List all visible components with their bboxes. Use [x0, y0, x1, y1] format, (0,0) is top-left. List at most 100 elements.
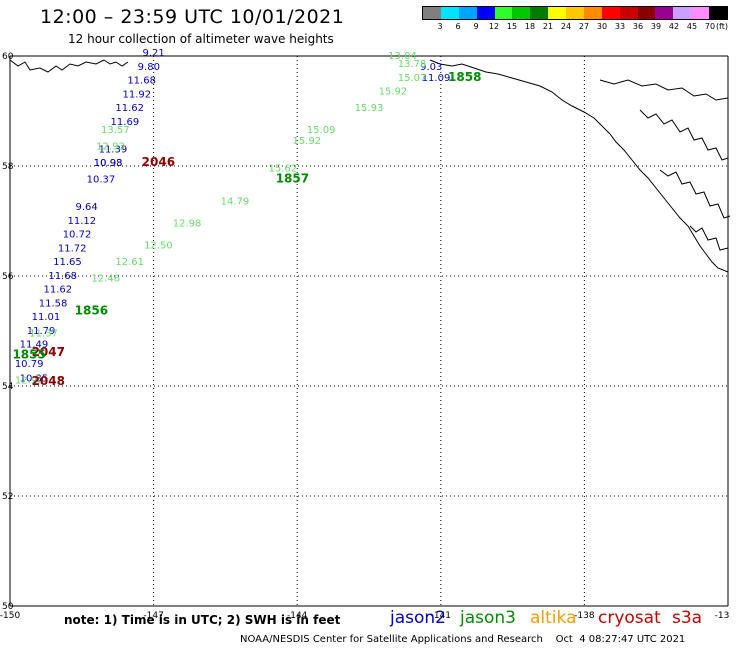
jason2-swh-reading: 10.35: [20, 374, 49, 385]
legend-swatch: [512, 7, 531, 19]
jason2-swh-reading: 10.93: [94, 158, 123, 169]
swh-readings: 9.219.8011.6811.9211.6211.6911.3910.9810…: [15, 48, 451, 386]
legend-swatch: [619, 7, 638, 19]
color-scale-bar: [422, 6, 728, 20]
legend-tick-label: 18: [524, 22, 536, 31]
legend-swatch: [566, 7, 584, 19]
jason3-swh-reading: 12.46: [91, 274, 120, 285]
jason2-swh-reading: 9.80: [138, 62, 160, 73]
legend-tick-label: 70: [704, 22, 716, 31]
legend-tick-label: 27: [578, 22, 590, 31]
jason3-swh-reading: 12.61: [115, 257, 144, 268]
legend-tick-label: 36: [632, 22, 644, 31]
footer-credit: NOAA/NESDIS Center for Satellite Applica…: [240, 634, 686, 645]
legend-swatch: [673, 7, 692, 19]
latitude-label: 50: [2, 602, 14, 612]
chart-subtitle: 12 hour collection of altimeter wave hei…: [68, 32, 334, 46]
jason2-swh-reading: 11.92: [123, 89, 152, 100]
legend-swatch: [709, 7, 727, 19]
pass-time-label: 2046: [142, 155, 175, 169]
latitude-label: 60: [2, 52, 14, 62]
legend-tick-label: 12: [488, 22, 500, 31]
legend-swatch: [548, 7, 566, 19]
longitude-label: -141: [431, 611, 451, 621]
legend-tick-label: 6: [455, 22, 461, 31]
jason2-swh-reading: 11.69: [111, 117, 140, 128]
legend-tick-label: 24: [560, 22, 572, 31]
longitude-label: -147: [143, 611, 163, 621]
legend-swatch: [637, 7, 656, 19]
legend-swatch: [494, 7, 513, 19]
legend-tick-label: 42: [668, 22, 680, 31]
legend-tick-label: 30: [596, 22, 608, 31]
legend-tick-label: 15: [506, 22, 518, 31]
jason2-swh-reading: 11.58: [39, 298, 68, 309]
legend-tick-label: 21: [542, 22, 554, 31]
jason2-swh-reading: 11.09: [422, 73, 451, 84]
latitude-label: 52: [2, 492, 13, 502]
southeast-alaska-islands-3: [689, 225, 729, 251]
jason2-swh-reading: 11.79: [27, 326, 56, 337]
longitude-label: -13: [715, 611, 730, 621]
longitude-label: -138: [574, 611, 595, 621]
gulf-coastline: [429, 59, 729, 273]
legend-swatch: [691, 7, 709, 19]
legend-swatch: [655, 7, 674, 19]
legend-swatch: [440, 7, 459, 19]
pass-time-label: 2047: [32, 345, 65, 359]
jason2-swh-reading: 11.39: [99, 144, 128, 155]
jason2-swh-reading: 10.72: [63, 230, 92, 241]
legend-swatch: [530, 7, 549, 19]
jason3-swh-reading: 11.37: [29, 329, 58, 340]
jason2-swh-reading: 11.68: [48, 271, 77, 282]
color-scale-ticks: 3 6 9 12 15 18 21 24 27 30 33 36 39 42 45 70 (ft): [422, 20, 728, 32]
jason3-swh-reading: 15.07: [398, 73, 427, 84]
legend-swatch: [476, 7, 495, 19]
jason3-swh-reading: 15.09: [307, 125, 336, 136]
latitude-label: 58: [2, 162, 14, 172]
kenai-peninsula-coastline: [103, 59, 129, 67]
satellite-s3a-label: s3a: [672, 608, 703, 628]
chart-title: 12:00 – 23:59 UTC 10/01/2021: [40, 6, 345, 28]
jason3-swh-reading: 12.90: [15, 375, 44, 386]
axis-labels: 60 58 56 54 52 50-150 -147 -144 -141 -138 -13: [0, 52, 729, 621]
longitude-label: -144: [287, 611, 308, 621]
alaska-coastline: [9, 59, 105, 73]
southeast-alaska-islands-2: [659, 169, 731, 219]
jason2-swh-reading: 11.65: [53, 257, 82, 268]
legend-tick-label: 9: [473, 22, 479, 31]
jason3-swh-reading: 13.57: [101, 125, 130, 136]
jason2-swh-reading: 10.98: [94, 158, 123, 169]
jason3-swh-reading: 15.62: [269, 164, 298, 175]
mainland-east-coast: [599, 79, 729, 101]
legend-swatch: [583, 7, 602, 19]
jason3-swh-reading: 15.92: [379, 87, 408, 98]
jason3-swh-reading: 12.50: [144, 241, 173, 252]
jason2-swh-reading: 11.12: [67, 216, 96, 227]
pass-time-label: 1856: [75, 304, 108, 318]
legend-swatch: [458, 7, 477, 19]
jason2-swh-reading: 10.37: [87, 175, 116, 186]
legend-swatch: [423, 7, 441, 19]
jason3-swh-reading: 15.93: [355, 103, 384, 114]
jason3-swh-reading: 13.78: [398, 59, 427, 70]
legend-tick-label: 3: [437, 22, 443, 31]
jason3-swh-reading: 15.92: [292, 136, 321, 147]
pass-time-label: 1858: [448, 70, 481, 84]
satellite-jason2-label: jason2: [390, 608, 446, 628]
jason2-swh-reading: 11.01: [32, 312, 61, 323]
jason2-swh-reading: 11.49: [20, 340, 49, 351]
jason3-swh-reading: 12.93: [96, 142, 125, 153]
jason3-swh-reading: 13.04: [388, 51, 417, 62]
legend-tick-label: 33: [614, 22, 626, 31]
satellite-jason3-label: jason3: [460, 608, 516, 628]
jason2-swh-reading: 9.03: [420, 62, 442, 73]
jason2-swh-reading: 10.79: [15, 359, 44, 370]
legend-tick-label: 39: [650, 22, 662, 31]
longitude-label: -150: [0, 611, 20, 621]
latitude-label: 54: [2, 382, 14, 392]
jason2-swh-reading: 11.62: [44, 285, 73, 296]
pass-time-label: 1855: [12, 348, 45, 362]
pass-time-label: 2048: [32, 374, 65, 388]
